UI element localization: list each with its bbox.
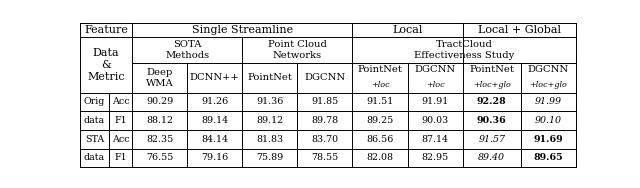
Text: DGCNN: DGCNN [528, 65, 569, 74]
Text: 83.70: 83.70 [312, 135, 339, 144]
Text: 89.78: 89.78 [312, 116, 339, 125]
Text: F1: F1 [115, 153, 127, 162]
Text: DGCNN: DGCNN [415, 65, 456, 74]
Text: 91.51: 91.51 [367, 97, 394, 106]
Text: 87.14: 87.14 [422, 135, 449, 144]
Text: 91.99: 91.99 [535, 97, 562, 106]
Text: Orig: Orig [84, 97, 105, 106]
Text: +loc+glo: +loc+glo [473, 81, 511, 89]
Text: data: data [84, 116, 105, 125]
Text: 82.08: 82.08 [367, 153, 394, 162]
Text: 90.10: 90.10 [535, 116, 562, 125]
Text: 91.91: 91.91 [422, 97, 449, 106]
Text: Feature: Feature [84, 25, 128, 35]
Text: PointNet: PointNet [248, 73, 292, 82]
Text: DGCNN: DGCNN [305, 73, 346, 82]
Text: Single Streamline: Single Streamline [192, 25, 293, 35]
Text: +loc: +loc [426, 81, 444, 89]
Text: 91.57: 91.57 [478, 135, 506, 144]
Text: Data
&
Metric: Data & Metric [87, 48, 125, 82]
Text: 82.35: 82.35 [146, 135, 173, 144]
Text: +loc+glo: +loc+glo [529, 81, 568, 89]
Text: 91.69: 91.69 [534, 135, 563, 144]
Text: Local: Local [392, 25, 423, 35]
Text: 92.28: 92.28 [477, 97, 507, 106]
Text: +loc: +loc [371, 81, 389, 89]
Text: 89.40: 89.40 [478, 153, 506, 162]
Text: PointNet: PointNet [469, 65, 514, 74]
Text: PointNet: PointNet [358, 65, 403, 74]
Text: Point Cloud
Networks: Point Cloud Networks [268, 40, 327, 60]
Text: 91.26: 91.26 [201, 97, 228, 106]
Text: DCNN++: DCNN++ [190, 73, 239, 82]
Text: 84.14: 84.14 [201, 135, 228, 144]
Text: 78.55: 78.55 [311, 153, 339, 162]
Text: data: data [84, 153, 105, 162]
Text: SOTA
Methods: SOTA Methods [165, 40, 209, 60]
Text: TractCloud
Effectiveness Study: TractCloud Effectiveness Study [414, 40, 515, 60]
Text: 89.25: 89.25 [367, 116, 394, 125]
Text: 91.85: 91.85 [311, 97, 339, 106]
Text: Acc: Acc [112, 135, 129, 144]
Text: 81.83: 81.83 [256, 135, 284, 144]
Text: 90.29: 90.29 [146, 97, 173, 106]
Text: 76.55: 76.55 [146, 153, 173, 162]
Text: 88.12: 88.12 [146, 116, 173, 125]
Text: 75.89: 75.89 [256, 153, 284, 162]
Text: 91.36: 91.36 [256, 97, 284, 106]
Text: 90.36: 90.36 [477, 116, 507, 125]
Text: 82.95: 82.95 [422, 153, 449, 162]
Text: F1: F1 [115, 116, 127, 125]
Text: 79.16: 79.16 [201, 153, 228, 162]
Text: 89.12: 89.12 [256, 116, 284, 125]
Text: Deep
WMA: Deep WMA [146, 68, 173, 88]
Text: 90.03: 90.03 [422, 116, 449, 125]
Text: Local + Global: Local + Global [478, 25, 561, 35]
Text: STA: STA [85, 135, 104, 144]
Text: 89.65: 89.65 [534, 153, 563, 162]
Text: Acc: Acc [112, 97, 129, 106]
Text: 89.14: 89.14 [201, 116, 228, 125]
Text: 86.56: 86.56 [366, 135, 394, 144]
